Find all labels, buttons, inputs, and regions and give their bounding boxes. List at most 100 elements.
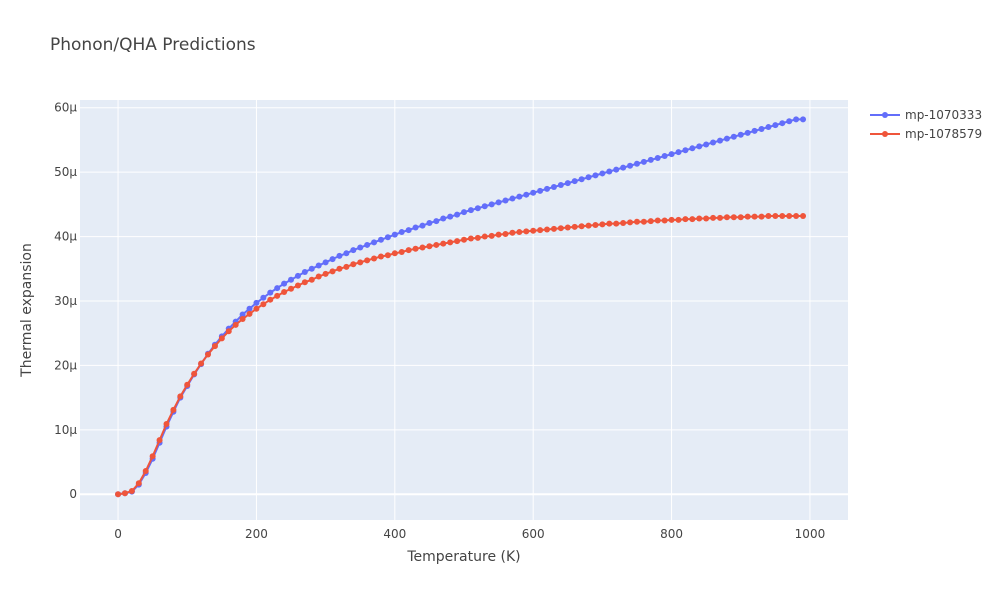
data-point[interactable]: [426, 220, 433, 227]
data-point[interactable]: [481, 203, 488, 210]
data-point[interactable]: [571, 223, 578, 230]
data-point[interactable]: [315, 262, 322, 269]
data-point[interactable]: [758, 213, 765, 220]
data-point[interactable]: [246, 310, 253, 317]
data-point[interactable]: [530, 227, 537, 234]
data-point[interactable]: [557, 182, 564, 189]
data-point[interactable]: [135, 480, 142, 487]
data-point[interactable]: [640, 158, 647, 165]
data-point[interactable]: [412, 245, 419, 252]
data-point[interactable]: [253, 299, 260, 306]
data-point[interactable]: [779, 120, 786, 127]
data-point[interactable]: [391, 250, 398, 257]
data-point[interactable]: [800, 212, 807, 219]
data-point[interactable]: [675, 149, 682, 156]
data-point[interactable]: [523, 191, 530, 198]
data-point[interactable]: [793, 212, 800, 219]
data-point[interactable]: [253, 305, 260, 312]
data-point[interactable]: [454, 238, 461, 245]
data-point[interactable]: [613, 166, 620, 173]
data-point[interactable]: [703, 215, 710, 222]
data-point[interactable]: [786, 118, 793, 125]
data-point[interactable]: [163, 421, 170, 428]
data-point[interactable]: [537, 227, 544, 234]
data-point[interactable]: [585, 174, 592, 181]
data-point[interactable]: [239, 316, 246, 323]
data-point[interactable]: [357, 259, 364, 266]
data-point[interactable]: [550, 225, 557, 232]
data-point[interactable]: [218, 335, 225, 342]
data-point[interactable]: [142, 468, 149, 475]
data-point[interactable]: [537, 187, 544, 194]
data-point[interactable]: [571, 178, 578, 185]
data-point[interactable]: [315, 273, 322, 280]
data-point[interactable]: [357, 244, 364, 251]
data-point[interactable]: [454, 211, 461, 218]
data-point[interactable]: [620, 220, 627, 227]
data-point[interactable]: [682, 216, 689, 223]
data-point[interactable]: [599, 221, 606, 228]
data-point[interactable]: [495, 199, 502, 206]
data-point[interactable]: [578, 176, 585, 183]
data-point[interactable]: [557, 225, 564, 232]
data-point[interactable]: [689, 145, 696, 152]
data-point[interactable]: [633, 218, 640, 225]
data-point[interactable]: [765, 124, 772, 131]
data-point[interactable]: [647, 218, 654, 225]
data-point[interactable]: [495, 231, 502, 238]
data-point[interactable]: [467, 207, 474, 214]
data-point[interactable]: [481, 233, 488, 240]
data-point[interactable]: [606, 168, 613, 175]
data-point[interactable]: [301, 279, 308, 286]
data-point[interactable]: [260, 294, 267, 301]
data-point[interactable]: [405, 247, 412, 254]
data-point[interactable]: [620, 164, 627, 171]
data-point[interactable]: [384, 252, 391, 259]
data-point[interactable]: [474, 205, 481, 212]
data-point[interactable]: [800, 116, 807, 123]
data-point[interactable]: [336, 252, 343, 259]
data-point[interactable]: [267, 296, 274, 303]
data-point[interactable]: [717, 214, 723, 221]
data-point[interactable]: [288, 276, 295, 283]
data-point[interactable]: [723, 214, 730, 221]
data-point[interactable]: [737, 214, 744, 221]
data-point[interactable]: [191, 370, 198, 377]
data-point[interactable]: [239, 311, 246, 318]
data-point[interactable]: [654, 217, 661, 224]
data-point[interactable]: [426, 243, 433, 250]
data-point[interactable]: [419, 222, 426, 229]
data-point[interactable]: [772, 122, 779, 129]
data-point[interactable]: [121, 490, 128, 497]
data-point[interactable]: [696, 215, 703, 222]
data-point[interactable]: [661, 217, 668, 224]
data-point[interactable]: [585, 222, 592, 229]
data-point[interactable]: [177, 393, 184, 400]
data-point[interactable]: [530, 189, 537, 196]
data-point[interactable]: [281, 280, 288, 287]
data-point[interactable]: [184, 381, 191, 388]
data-point[interactable]: [668, 151, 675, 158]
data-point[interactable]: [433, 241, 440, 248]
data-point[interactable]: [744, 129, 751, 136]
data-point[interactable]: [288, 285, 295, 292]
data-point[interactable]: [350, 261, 357, 268]
data-point[interactable]: [115, 491, 122, 498]
data-point[interactable]: [350, 247, 357, 254]
data-point[interactable]: [433, 218, 440, 225]
data-point[interactable]: [751, 127, 758, 134]
data-point[interactable]: [737, 131, 744, 138]
data-point[interactable]: [730, 214, 737, 221]
data-point[interactable]: [758, 125, 765, 132]
data-point[interactable]: [668, 216, 675, 223]
data-point[interactable]: [294, 282, 301, 289]
data-point[interactable]: [488, 232, 495, 239]
data-point[interactable]: [509, 195, 516, 202]
data-point[interactable]: [440, 240, 447, 247]
data-point[interactable]: [329, 256, 336, 263]
data-point[interactable]: [550, 183, 557, 190]
data-point[interactable]: [170, 406, 177, 413]
data-point[interactable]: [343, 250, 350, 257]
data-point[interactable]: [627, 219, 634, 226]
data-point[interactable]: [474, 234, 481, 241]
